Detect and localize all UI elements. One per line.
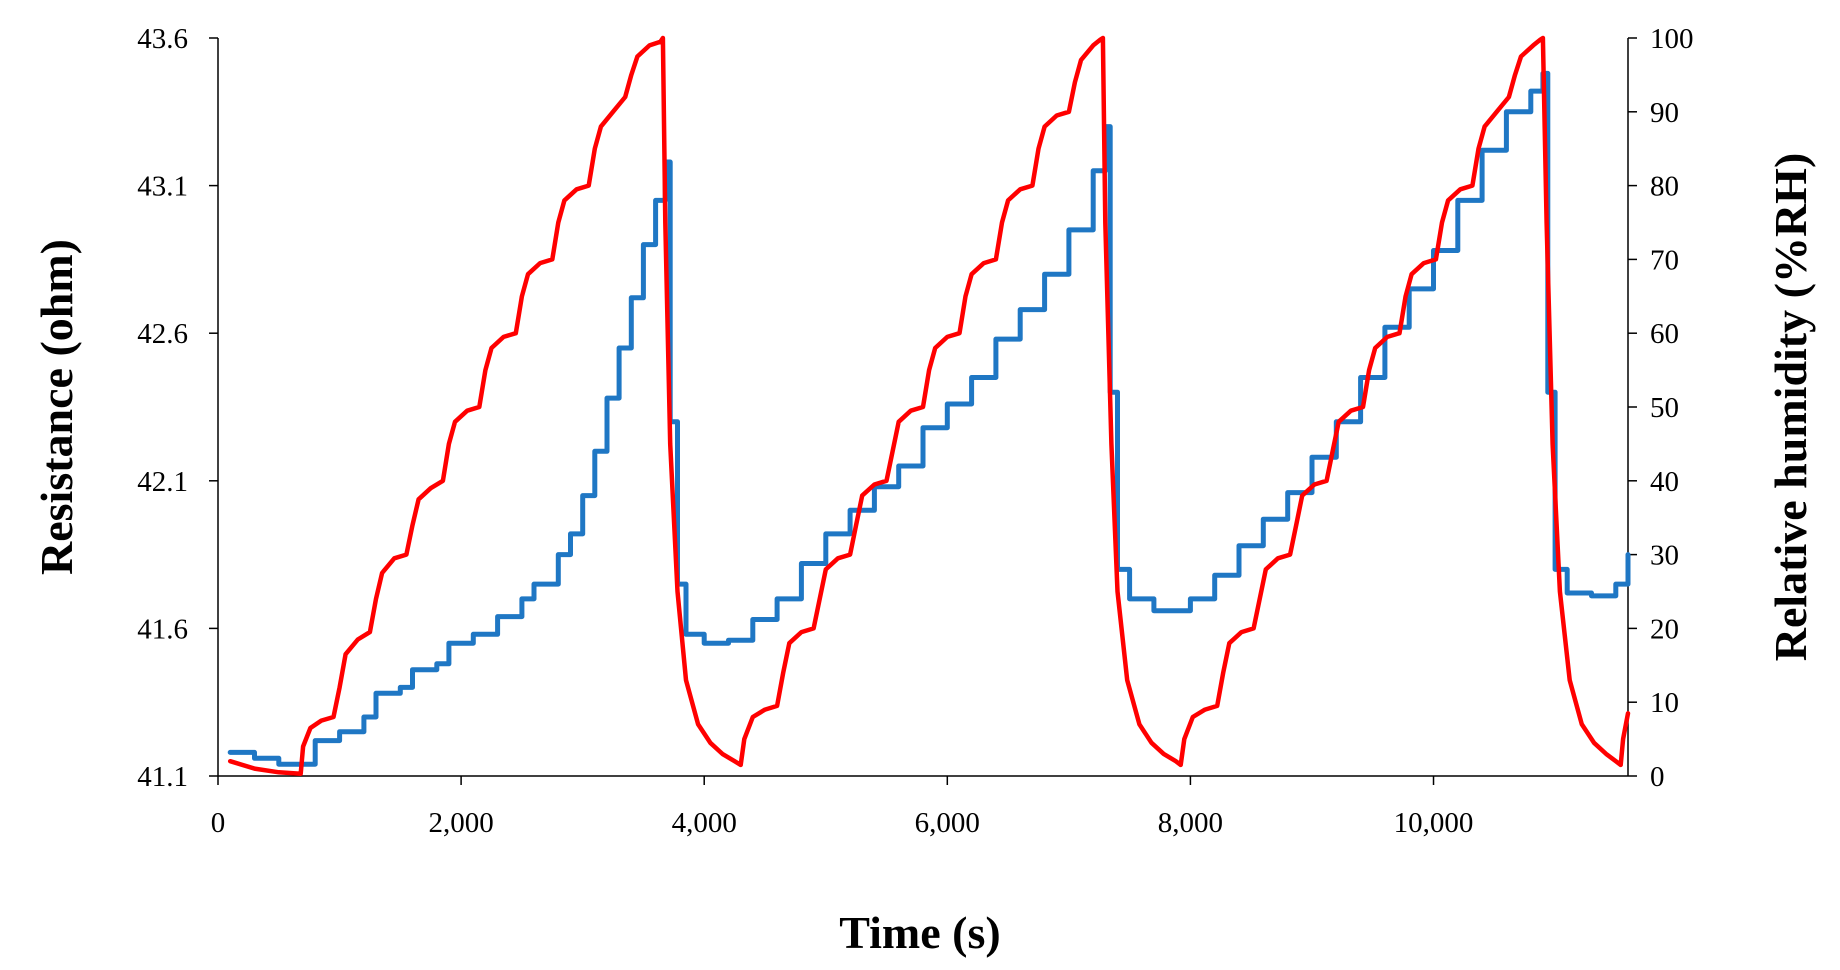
y-right-tick-label: 30 bbox=[1650, 540, 1679, 572]
y-right-tick-label: 90 bbox=[1650, 97, 1679, 129]
y-left-tick-label: 42.1 bbox=[137, 466, 188, 498]
y-right-tick-label: 100 bbox=[1650, 23, 1694, 55]
x-tick-label: 2,000 bbox=[428, 807, 493, 839]
y-right-tick-label: 50 bbox=[1650, 392, 1679, 424]
series-layer bbox=[227, 35, 1631, 777]
y-left-tick-label: 41.6 bbox=[137, 613, 188, 645]
y-axis-right-title: Relative humidity (%RH) bbox=[1765, 153, 1816, 662]
y-axis-left-ticks: 41.1 41.6 42.1 42.6 43.1 43.6 bbox=[137, 23, 218, 793]
y-right-tick-label: 40 bbox=[1650, 466, 1679, 498]
y-axis-right-ticks: 0 10 20 30 40 50 60 70 80 90 100 bbox=[1628, 23, 1694, 793]
y-left-tick-label: 42.6 bbox=[137, 318, 188, 350]
y-right-tick-label: 20 bbox=[1650, 613, 1679, 645]
y-right-tick-label: 70 bbox=[1650, 244, 1679, 276]
plot-area: 0 2,000 4,000 6,000 8,000 10,000 41.1 41.6 42.1… bbox=[137, 23, 1693, 839]
x-tick-label: 6,000 bbox=[915, 807, 980, 839]
y-left-tick-label: 41.1 bbox=[137, 761, 188, 793]
x-axis-title: Time (s) bbox=[839, 907, 1000, 958]
x-tick-label: 4,000 bbox=[672, 807, 737, 839]
y-right-tick-label: 80 bbox=[1650, 171, 1679, 203]
y-right-tick-label: 0 bbox=[1650, 761, 1665, 793]
x-tick-label: 10,000 bbox=[1394, 807, 1474, 839]
x-tick-label: 0 bbox=[211, 807, 226, 839]
y-left-tick-label: 43.1 bbox=[137, 171, 188, 203]
y-left-tick-label: 43.6 bbox=[137, 23, 188, 55]
y-right-tick-label: 60 bbox=[1650, 318, 1679, 350]
y-axis-left-title: Resistance (ohm) bbox=[31, 239, 82, 575]
x-axis-ticks: 0 2,000 4,000 6,000 8,000 10,000 bbox=[211, 776, 1474, 839]
x-tick-label: 8,000 bbox=[1158, 807, 1223, 839]
y-right-tick-label: 10 bbox=[1650, 687, 1679, 719]
series-line-relative-humidity bbox=[227, 35, 1631, 777]
series-line-resistance bbox=[227, 70, 1631, 767]
